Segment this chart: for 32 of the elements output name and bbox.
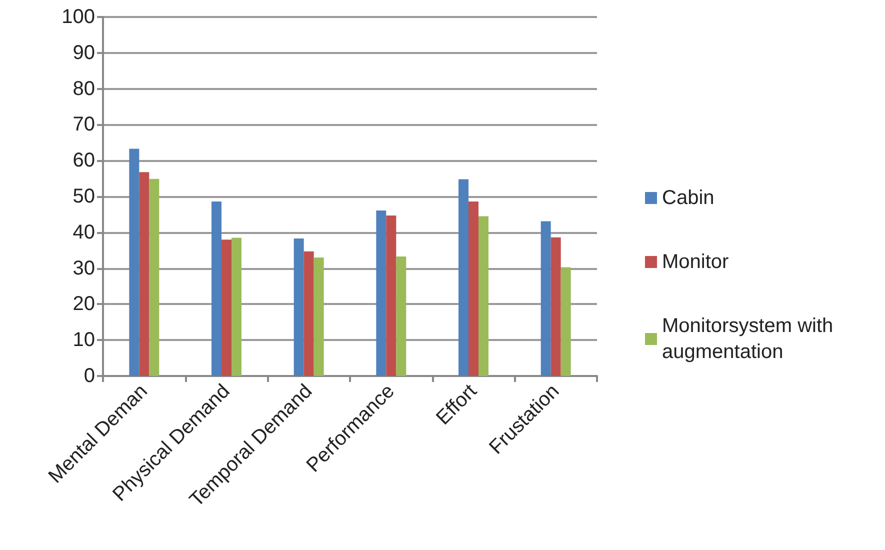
- bar: [560, 267, 571, 376]
- y-tick-label: 60: [72, 150, 95, 172]
- bar: [468, 202, 478, 376]
- bar: [304, 251, 314, 376]
- y-tick-label: 30: [72, 257, 95, 280]
- bar: [540, 221, 551, 376]
- y-tick-label: 20: [72, 293, 95, 316]
- bar: [550, 237, 561, 376]
- bar: [222, 240, 232, 376]
- legend-label: Monitorsystem with augmentation: [662, 315, 839, 363]
- bar: [376, 210, 386, 376]
- y-tick-label: 90: [72, 42, 95, 64]
- y-tick-label: 80: [72, 78, 95, 100]
- y-tick-label: 100: [62, 6, 95, 28]
- legend-label: Monitor: [662, 251, 730, 273]
- bar: [129, 148, 140, 376]
- bar: [386, 216, 396, 376]
- bar: [212, 202, 222, 376]
- bar: [396, 256, 406, 376]
- y-tick-label: 10: [72, 329, 95, 352]
- y-tick-label: 0: [84, 365, 95, 387]
- bar: [149, 178, 160, 376]
- bar: [232, 238, 242, 376]
- y-tick-label: 50: [72, 186, 95, 208]
- y-tick-label: 40: [72, 221, 95, 244]
- bar: [478, 216, 488, 376]
- y-tick-label: 70: [72, 114, 95, 136]
- bar: [314, 258, 324, 376]
- legend-label: Cabin: [662, 187, 714, 209]
- bar: [458, 179, 468, 376]
- bar: [139, 172, 150, 376]
- bar: [294, 238, 304, 376]
